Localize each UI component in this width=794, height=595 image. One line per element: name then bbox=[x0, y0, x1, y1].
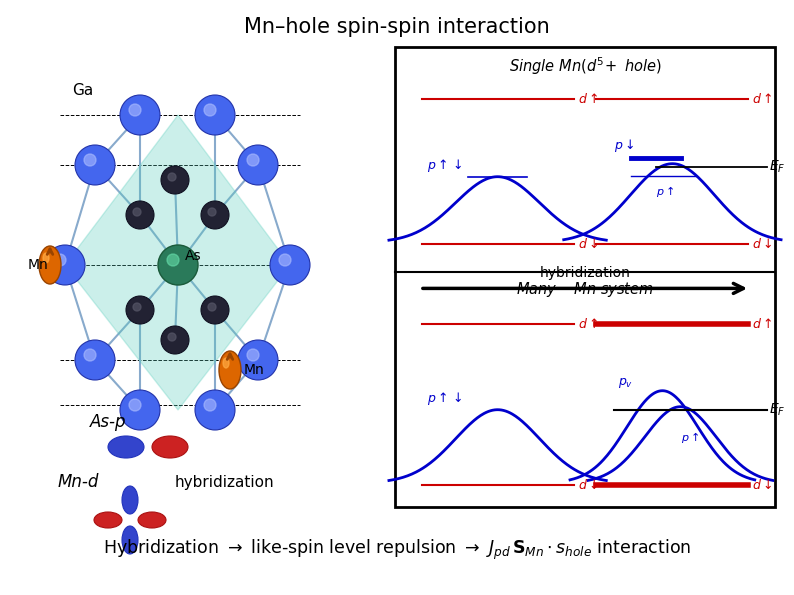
Circle shape bbox=[158, 245, 198, 285]
Circle shape bbox=[201, 296, 229, 324]
Text: Mn: Mn bbox=[28, 258, 48, 272]
Text: $E_F$: $E_F$ bbox=[769, 402, 785, 418]
Circle shape bbox=[129, 399, 141, 411]
Circle shape bbox=[75, 340, 115, 380]
Text: Mn–hole spin-spin interaction: Mn–hole spin-spin interaction bbox=[244, 17, 550, 37]
Ellipse shape bbox=[138, 512, 166, 528]
Circle shape bbox=[168, 173, 176, 181]
Text: $d{\downarrow}$: $d{\downarrow}$ bbox=[753, 478, 773, 492]
Text: As: As bbox=[185, 249, 202, 263]
Circle shape bbox=[120, 95, 160, 135]
Circle shape bbox=[84, 349, 96, 361]
Circle shape bbox=[161, 326, 189, 354]
Ellipse shape bbox=[108, 436, 144, 458]
Ellipse shape bbox=[39, 246, 61, 284]
Circle shape bbox=[238, 145, 278, 185]
Circle shape bbox=[208, 208, 216, 216]
Circle shape bbox=[133, 303, 141, 311]
Circle shape bbox=[54, 254, 66, 266]
Circle shape bbox=[204, 104, 216, 116]
Text: $\it{Many-Mn\ system}$: $\it{Many-Mn\ system}$ bbox=[516, 280, 654, 299]
Text: hybridization: hybridization bbox=[540, 267, 630, 280]
Circle shape bbox=[238, 340, 278, 380]
Text: $d{\uparrow}$: $d{\uparrow}$ bbox=[753, 92, 773, 106]
Text: $p{\uparrow}$: $p{\uparrow}$ bbox=[656, 184, 674, 199]
Circle shape bbox=[195, 390, 235, 430]
Text: Mn-d: Mn-d bbox=[58, 473, 99, 491]
Ellipse shape bbox=[152, 436, 188, 458]
Circle shape bbox=[279, 254, 291, 266]
Circle shape bbox=[129, 104, 141, 116]
Text: $p_v$: $p_v$ bbox=[618, 375, 634, 390]
Circle shape bbox=[195, 95, 235, 135]
Text: $d{\downarrow}$: $d{\downarrow}$ bbox=[577, 478, 598, 492]
Text: $p{\downarrow}$: $p{\downarrow}$ bbox=[614, 137, 634, 154]
Ellipse shape bbox=[94, 512, 122, 528]
Circle shape bbox=[161, 166, 189, 194]
Text: $E_F$: $E_F$ bbox=[769, 158, 785, 175]
Text: $d{\downarrow}$: $d{\downarrow}$ bbox=[577, 237, 598, 252]
Text: As-p: As-p bbox=[90, 413, 126, 431]
Circle shape bbox=[247, 154, 259, 166]
Circle shape bbox=[167, 254, 179, 266]
Circle shape bbox=[120, 390, 160, 430]
Text: Hybridization $\rightarrow$ like-spin level repulsion $\rightarrow$ $J_{pd}\,\ma: Hybridization $\rightarrow$ like-spin le… bbox=[103, 538, 691, 562]
Text: $p{\uparrow\downarrow}$: $p{\uparrow\downarrow}$ bbox=[426, 156, 462, 174]
Ellipse shape bbox=[223, 358, 229, 368]
Circle shape bbox=[168, 333, 176, 341]
Circle shape bbox=[201, 201, 229, 229]
Text: $d{\uparrow}$: $d{\uparrow}$ bbox=[753, 317, 773, 331]
Circle shape bbox=[84, 154, 96, 166]
Circle shape bbox=[208, 303, 216, 311]
Text: hybridization: hybridization bbox=[175, 475, 275, 490]
Circle shape bbox=[204, 399, 216, 411]
Circle shape bbox=[75, 145, 115, 185]
Ellipse shape bbox=[43, 253, 49, 263]
Polygon shape bbox=[65, 115, 290, 410]
Text: $\it{Single\ Mn(d^5\!+\ hole)}$: $\it{Single\ Mn(d^5\!+\ hole)}$ bbox=[509, 55, 661, 77]
Ellipse shape bbox=[122, 526, 138, 554]
Circle shape bbox=[126, 296, 154, 324]
Circle shape bbox=[133, 208, 141, 216]
Text: $p{\uparrow\downarrow}$: $p{\uparrow\downarrow}$ bbox=[426, 390, 462, 407]
Text: Ga: Ga bbox=[72, 83, 93, 98]
Text: Mn: Mn bbox=[244, 363, 264, 377]
Ellipse shape bbox=[122, 486, 138, 514]
Circle shape bbox=[45, 245, 85, 285]
Circle shape bbox=[270, 245, 310, 285]
Text: $d{\uparrow}$: $d{\uparrow}$ bbox=[577, 317, 598, 331]
Text: $p{\uparrow}$: $p{\uparrow}$ bbox=[680, 430, 699, 444]
Bar bbox=[395, 47, 775, 507]
Circle shape bbox=[247, 349, 259, 361]
Ellipse shape bbox=[219, 351, 241, 389]
Text: $d{\downarrow}$: $d{\downarrow}$ bbox=[753, 237, 773, 252]
Circle shape bbox=[126, 201, 154, 229]
Text: $d{\uparrow}$: $d{\uparrow}$ bbox=[577, 92, 598, 106]
